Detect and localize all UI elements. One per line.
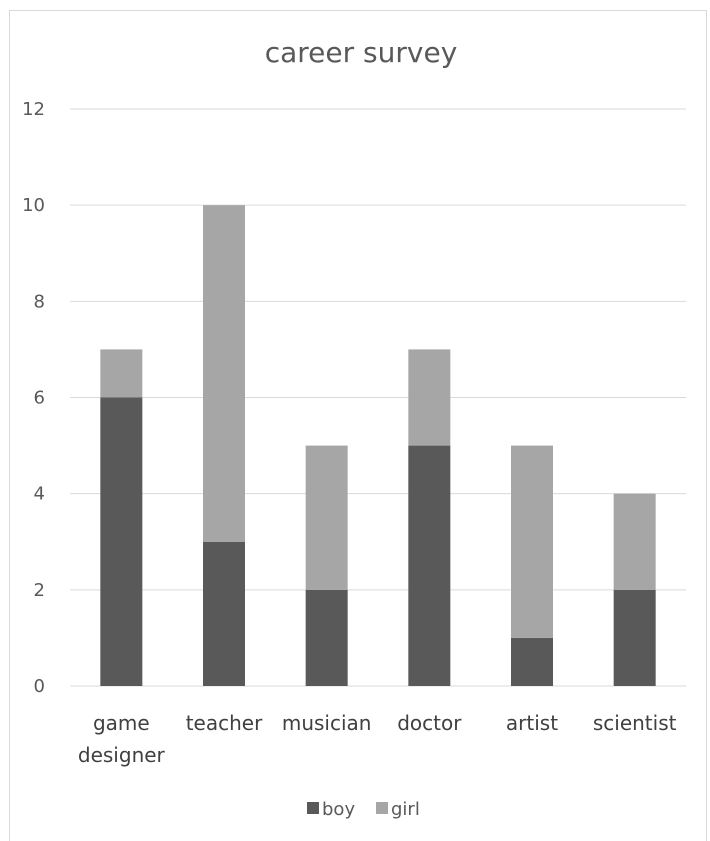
x-tick-label: doctor: [397, 711, 462, 735]
y-tick-label: 6: [34, 388, 45, 409]
bar-girl: [613, 493, 656, 590]
y-tick-label: 12: [22, 99, 45, 120]
legend-swatch-boy: [307, 802, 319, 814]
chart-title: career survey: [265, 36, 458, 69]
bars: [100, 205, 656, 686]
x-tick-label: game designer: [78, 711, 166, 767]
legend-label-boy: boy: [322, 799, 355, 820]
bar-boy: [203, 541, 245, 686]
bar-girl: [408, 349, 451, 446]
bar-girl: [203, 205, 245, 542]
gridlines: [70, 108, 686, 687]
y-tick-label: 10: [22, 195, 45, 216]
bar-boy: [305, 589, 348, 686]
y-axis-ticks: 0 2 4 6 8 10 12: [22, 99, 45, 697]
bar-boy: [408, 445, 451, 686]
bar-girl: [100, 349, 143, 398]
bar-boy: [100, 397, 143, 686]
bar-girl: [511, 445, 553, 638]
y-tick-label: 0: [34, 676, 45, 697]
legend-label-girl: girl: [391, 799, 420, 820]
x-tick-label: musician: [282, 711, 372, 735]
x-tick-label: scientist: [593, 711, 677, 735]
chart-frame: [9, 10, 707, 841]
y-tick-label: 4: [34, 484, 45, 505]
legend-swatch-girl: [376, 802, 388, 814]
bar-boy: [511, 637, 553, 686]
x-tick-label: teacher: [186, 711, 263, 735]
bar-boy: [613, 589, 656, 686]
legend: boy girl: [307, 799, 420, 820]
x-tick-label: artist: [506, 711, 558, 735]
x-axis-labels: game designer teacher musician doctor artist s…: [78, 711, 677, 767]
y-tick-label: 2: [34, 580, 45, 601]
y-tick-label: 8: [34, 291, 45, 312]
bar-girl: [305, 445, 348, 590]
